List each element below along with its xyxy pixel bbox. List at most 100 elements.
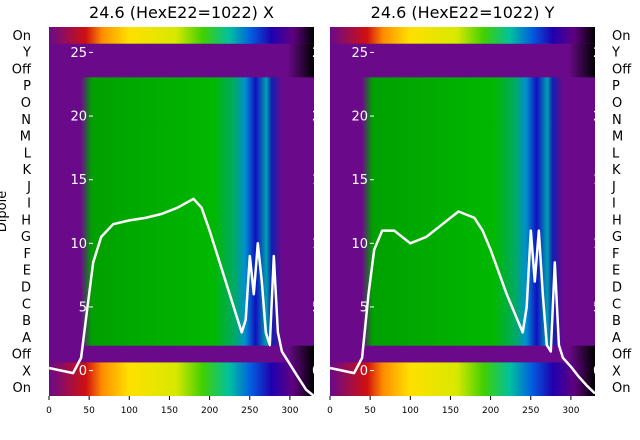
row-label: G — [21, 230, 31, 245]
row-label: Off — [12, 62, 32, 77]
row-label: D — [612, 280, 622, 295]
heatmap-main — [330, 27, 595, 396]
x-tick-label: 100 — [121, 406, 138, 416]
x-tick-label: 150 — [161, 406, 178, 416]
row-label: L — [24, 146, 32, 161]
row-label: On — [612, 381, 630, 396]
overlay-y-tick-label-right: 20 — [312, 110, 329, 125]
row-label: O — [612, 96, 622, 111]
heatmap-row-lower-off — [330, 345, 595, 363]
overlay-y-tick-label-right: 25 — [593, 46, 610, 61]
row-label: Y — [611, 46, 620, 61]
overlay-line — [329, 210, 596, 395]
row-label: E — [23, 264, 31, 279]
row-label: X — [612, 364, 621, 379]
heatmap-rows-upper-edge — [330, 43, 595, 78]
x-tick-label: 250 — [241, 406, 258, 416]
row-label: J — [611, 180, 616, 195]
heatmap-row-top — [49, 27, 314, 44]
row-label: K — [22, 163, 31, 178]
heatmap-row-lower-off — [49, 345, 314, 363]
row-label: P — [612, 79, 620, 94]
row-label: M — [612, 130, 623, 145]
overlay-y-tick-label: 5 — [79, 300, 87, 315]
chart-title: 24.6 (HexE22=1022) X — [89, 3, 274, 22]
x-tick-label: 300 — [281, 406, 298, 416]
overlay-y-tick-label-right: 10 — [593, 237, 610, 252]
overlay-y-tick-label-right: 10 — [312, 237, 329, 252]
overlay-y-tick-label-right: 0 — [593, 364, 601, 379]
row-label: On — [13, 29, 31, 44]
row-label: H — [612, 213, 622, 228]
row-label: M — [20, 130, 31, 145]
row-label: C — [22, 297, 31, 312]
row-label: G — [612, 230, 622, 245]
row-label: D — [21, 280, 31, 295]
overlay-y-tick-label: 20 — [351, 110, 368, 125]
row-label: Off — [612, 62, 632, 77]
row-label: Y — [22, 46, 31, 61]
row-label: K — [612, 163, 621, 178]
x-tick-label: 300 — [562, 406, 579, 416]
row-label: P — [23, 79, 31, 94]
row-label: O — [21, 96, 31, 111]
row-label: N — [612, 113, 622, 128]
overlay-y-tick-label-right: 15 — [593, 173, 610, 188]
overlay-y-tick-label: 25 — [70, 46, 87, 61]
x-tick-label: 200 — [201, 406, 218, 416]
overlay-y-tick-label-right: 5 — [312, 300, 320, 315]
row-label: A — [612, 331, 621, 346]
row-label: F — [24, 247, 31, 262]
row-label: L — [612, 146, 620, 161]
x-tick-label: 200 — [482, 406, 499, 416]
row-label: Off — [612, 348, 632, 363]
chart-title: 24.6 (HexE22=1022) Y — [371, 3, 555, 22]
heatmap-rows-upper-edge — [49, 43, 314, 78]
heatmap-rows-bottom — [49, 362, 314, 396]
heatmap-main — [49, 27, 314, 396]
row-label: A — [22, 331, 31, 346]
heatmap-row-top — [330, 27, 595, 44]
x-tick-label: 100 — [402, 406, 419, 416]
row-label: On — [612, 29, 630, 44]
row-label: B — [612, 314, 621, 329]
row-label: On — [13, 381, 31, 396]
overlay-y-tick-label: 15 — [351, 173, 368, 188]
row-label: B — [22, 314, 31, 329]
row-label: Off — [12, 348, 32, 363]
overlay-y-tick-label: 0 — [79, 364, 87, 379]
overlay-y-tick-label-right: 0 — [312, 364, 320, 379]
x-tick-label: 250 — [522, 406, 539, 416]
overlay-y-tick-label-right: 15 — [312, 173, 329, 188]
row-label: N — [21, 113, 31, 128]
overlay-y-tick-label-right: 20 — [593, 110, 610, 125]
overlay-y-tick-label: 20 — [70, 110, 87, 125]
x-tick-label: 50 — [83, 406, 95, 416]
overlay-y-tick-label: 25 — [351, 46, 368, 61]
row-label: H — [21, 213, 31, 228]
row-label: J — [26, 180, 31, 195]
overlay-y-tick-label-right: 5 — [593, 300, 601, 315]
row-label: I — [612, 197, 616, 212]
overlay-line — [48, 197, 315, 397]
x-tick-label: 0 — [46, 406, 52, 416]
overlay-y-tick-label: 10 — [351, 237, 368, 252]
overlay-y-tick-label-right: 25 — [312, 46, 329, 61]
overlay-y-tick-label: 0 — [360, 364, 368, 379]
y-axis-label: Dipole — [0, 191, 10, 232]
overlay-y-tick-label: 5 — [360, 300, 368, 315]
row-label: F — [612, 247, 619, 262]
row-label: E — [612, 264, 620, 279]
x-tick-label: 50 — [364, 406, 376, 416]
row-label: C — [612, 297, 621, 312]
overlay-y-tick-label: 15 — [70, 173, 87, 188]
x-tick-label: 150 — [442, 406, 459, 416]
x-tick-label: 0 — [327, 406, 333, 416]
overlay-y-tick-label: 10 — [70, 237, 87, 252]
heatmap-rows-bottom — [330, 362, 595, 396]
row-label: X — [22, 364, 31, 379]
row-label: I — [27, 197, 31, 212]
